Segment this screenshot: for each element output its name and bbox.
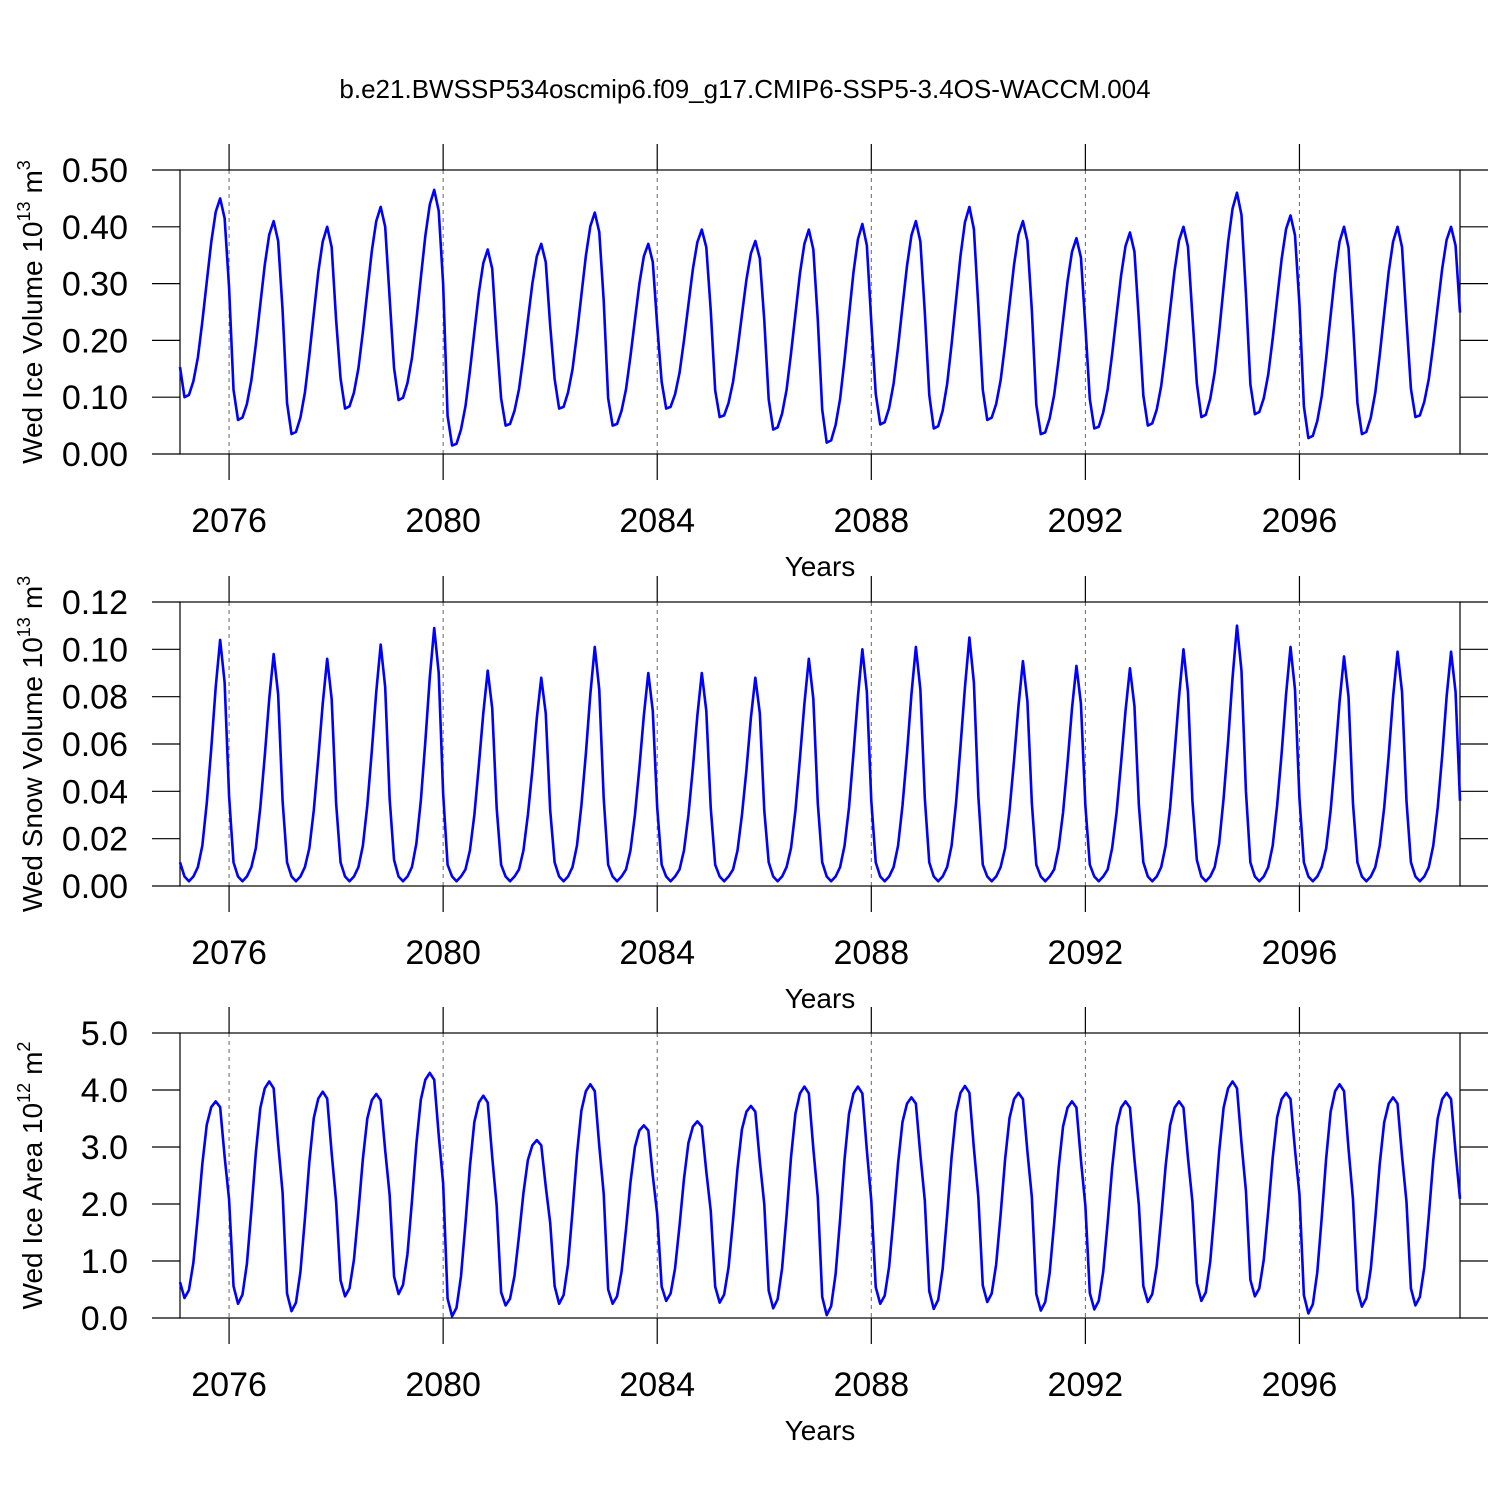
y-axis-title-unit-exponent: 3 <box>14 576 34 586</box>
x-tick-label: 2088 <box>833 502 909 540</box>
figure-title: b.e21.BWSSP534oscmip6.f09_g17.CMIP6-SSP5… <box>339 74 1150 104</box>
y-tick-label: 5.0 <box>81 1015 128 1053</box>
plot-frame <box>179 1032 1461 1319</box>
x-tick-label: 2080 <box>405 1366 481 1404</box>
y-tick-label: 1.0 <box>81 1243 128 1281</box>
y-tick-label: 0.06 <box>62 726 128 764</box>
y-tick-label: 0.12 <box>62 584 128 622</box>
x-tick-label: 2092 <box>1048 1366 1124 1404</box>
x-tick-label: 2076 <box>191 502 267 540</box>
x-tick-label: 2092 <box>1048 934 1124 972</box>
y-axis-title-text: Wed Snow Volume 10 <box>17 637 48 912</box>
y-tick-label: 0.0 <box>81 1300 128 1338</box>
panel: 2076 2080 2084 2088 2092 2096 0.00 0.10 0.20 0.30… <box>14 144 1488 582</box>
y-tick-label: 0.02 <box>62 821 128 859</box>
x-tick-label: 2096 <box>1262 1366 1338 1404</box>
y-tick-label: 0.08 <box>62 679 128 717</box>
plot-frame <box>179 169 1461 455</box>
y-tick-label: 0.50 <box>62 152 128 190</box>
panel: 2076 2080 2084 2088 2092 2096 0.00 0.02 0.04 0.06… <box>14 576 1488 1014</box>
y-tick-label: 4.0 <box>81 1072 128 1110</box>
y-axis-title-exponent: 12 <box>14 1083 34 1103</box>
y-tick-label: 3.0 <box>81 1129 128 1167</box>
x-tick-label: 2076 <box>191 1366 267 1404</box>
panel: 2076 2080 2084 2088 2092 2096 0.0 1.0 2.0 3.0 4.0 5… <box>14 1007 1488 1446</box>
x-tick-label: 2096 <box>1262 934 1338 972</box>
x-tick-label: 2096 <box>1262 502 1338 540</box>
data-line <box>178 1071 1462 1318</box>
y-tick-label: 0.00 <box>62 436 128 474</box>
y-tick-label: 0.04 <box>62 773 128 811</box>
x-axis-title: Years <box>785 551 856 582</box>
y-axis-title: Wed Snow Volume 1013 m3 <box>14 576 48 912</box>
y-axis-title-exponent: 13 <box>14 617 34 637</box>
data-line <box>178 624 1462 883</box>
x-axis-title: Years <box>785 983 856 1014</box>
x-axis-title: Years <box>785 1415 856 1446</box>
x-tick-label: 2084 <box>619 1366 695 1404</box>
x-tick-label: 2080 <box>405 502 481 540</box>
y-axis-title-unit-exponent: 2 <box>14 1042 34 1052</box>
data-line <box>178 188 1462 447</box>
plot-frame <box>179 601 1461 887</box>
y-tick-label: 2.0 <box>81 1186 128 1224</box>
y-axis-title: Wed Ice Volume 1013 m3 <box>14 160 48 464</box>
y-tick-label: 0.30 <box>62 266 128 304</box>
y-axis-title-unit: m <box>17 170 48 193</box>
y-axis-title: Wed Ice Area 1012 m2 <box>14 1042 48 1310</box>
y-tick-label: 0.10 <box>62 631 128 669</box>
x-tick-label: 2088 <box>833 934 909 972</box>
y-axis-title-text: Wed Ice Area 10 <box>17 1103 48 1310</box>
y-tick-label: 0.20 <box>62 322 128 360</box>
y-axis-title-unit: m <box>17 1052 48 1075</box>
y-axis-title-unit-exponent: 3 <box>14 160 34 170</box>
y-axis-title-text: Wed Ice Volume 10 <box>17 222 48 464</box>
x-tick-label: 2076 <box>191 934 267 972</box>
y-tick-label: 0.00 <box>62 868 128 906</box>
y-axis-title-unit: m <box>17 586 48 609</box>
x-tick-label: 2084 <box>619 934 695 972</box>
x-tick-label: 2088 <box>833 1366 909 1404</box>
y-tick-label: 0.10 <box>62 379 128 417</box>
y-tick-label: 0.40 <box>62 209 128 247</box>
x-tick-label: 2084 <box>619 502 695 540</box>
x-tick-label: 2092 <box>1048 502 1124 540</box>
y-axis-title-exponent: 13 <box>14 202 34 222</box>
x-tick-label: 2080 <box>405 934 481 972</box>
